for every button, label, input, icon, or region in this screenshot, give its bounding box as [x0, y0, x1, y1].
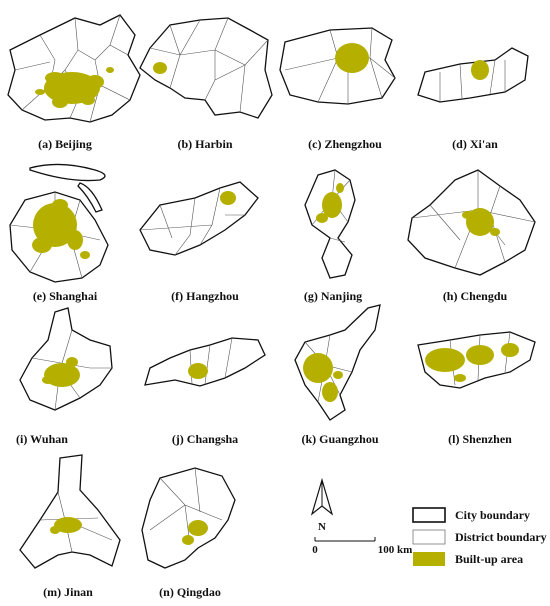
panel-label: (k) Guangzhou — [301, 432, 378, 446]
legend-built-label: Built-up area — [455, 552, 523, 566]
legend-district-label: District boundary — [455, 530, 547, 544]
panel-zhengzhou: (c) Zhengzhou — [279, 27, 396, 151]
built-area-changsha — [188, 363, 208, 379]
built-area-beijing — [35, 67, 114, 108]
panel-label: (d) Xi'an — [452, 137, 498, 151]
legend-built-swatch — [413, 552, 445, 566]
panel-label: (c) Zhengzhou — [308, 137, 382, 151]
panel-shenzhen: (l) Shenzhen — [417, 331, 536, 446]
built-area-qingdao — [182, 520, 208, 545]
built-area-chengdu — [462, 208, 500, 236]
panel-label: (b) Harbin — [177, 137, 232, 151]
legend-city-label: City boundary — [455, 508, 530, 522]
scale-start: 0 — [312, 544, 318, 556]
legend-city-swatch — [412, 507, 446, 523]
legend: City boundary District boundary Built-up… — [412, 507, 547, 566]
panel-label: (a) Beijing — [38, 137, 92, 151]
built-area-guangzhou — [303, 353, 343, 402]
panel-label: (e) Shanghai — [33, 289, 98, 303]
built-area-jinan — [50, 517, 82, 534]
panel-label: (m) Jinan — [43, 585, 93, 599]
built-area-wuhan — [42, 357, 80, 387]
panel-label: (h) Chengdu — [443, 289, 508, 303]
panel-label: (j) Changsha — [172, 432, 238, 446]
built-area-hangzhou — [220, 191, 236, 205]
built-area-zhengzhou — [335, 43, 369, 73]
panel-beijing: (a) Beijing — [7, 14, 141, 151]
north-arrow-icon: N — [310, 477, 334, 533]
built-area-shanghai — [32, 199, 90, 259]
panel-guangzhou: (k) Guangzhou — [294, 304, 381, 446]
panel-chengdu: (h) Chengdu — [407, 169, 536, 303]
panel-xian: (d) Xi'an — [417, 47, 529, 151]
legend-district-swatch — [412, 529, 446, 545]
panel-label: (f) Hangzhou — [171, 289, 239, 303]
panel-shanghai: (e) Shanghai — [9, 163, 109, 303]
built-area-shenzhen — [425, 343, 519, 382]
panel-wuhan: (i) Wuhan — [16, 307, 113, 446]
panel-nanjing: (g) Nanjing — [304, 169, 362, 303]
scale-bar: 0 100 km — [312, 537, 412, 556]
panel-label: (n) Qingdao — [159, 585, 221, 599]
panel-label: (g) Nanjing — [304, 289, 362, 303]
scale-end: 100 km — [378, 544, 413, 556]
panel-changsha: (j) Changsha — [144, 337, 266, 446]
built-area-harbin — [153, 62, 167, 74]
north-label: N — [318, 521, 326, 533]
panel-qingdao: (n) Qingdao — [141, 467, 236, 599]
panel-jinan: (m) Jinan — [19, 454, 121, 599]
built-area-nanjing — [316, 183, 344, 223]
panel-harbin: (b) Harbin — [139, 17, 273, 151]
panel-label: (i) Wuhan — [16, 432, 68, 446]
built-area-xian — [471, 60, 489, 80]
panel-label: (l) Shenzhen — [448, 432, 512, 446]
panel-hangzhou: (f) Hangzhou — [139, 181, 259, 303]
